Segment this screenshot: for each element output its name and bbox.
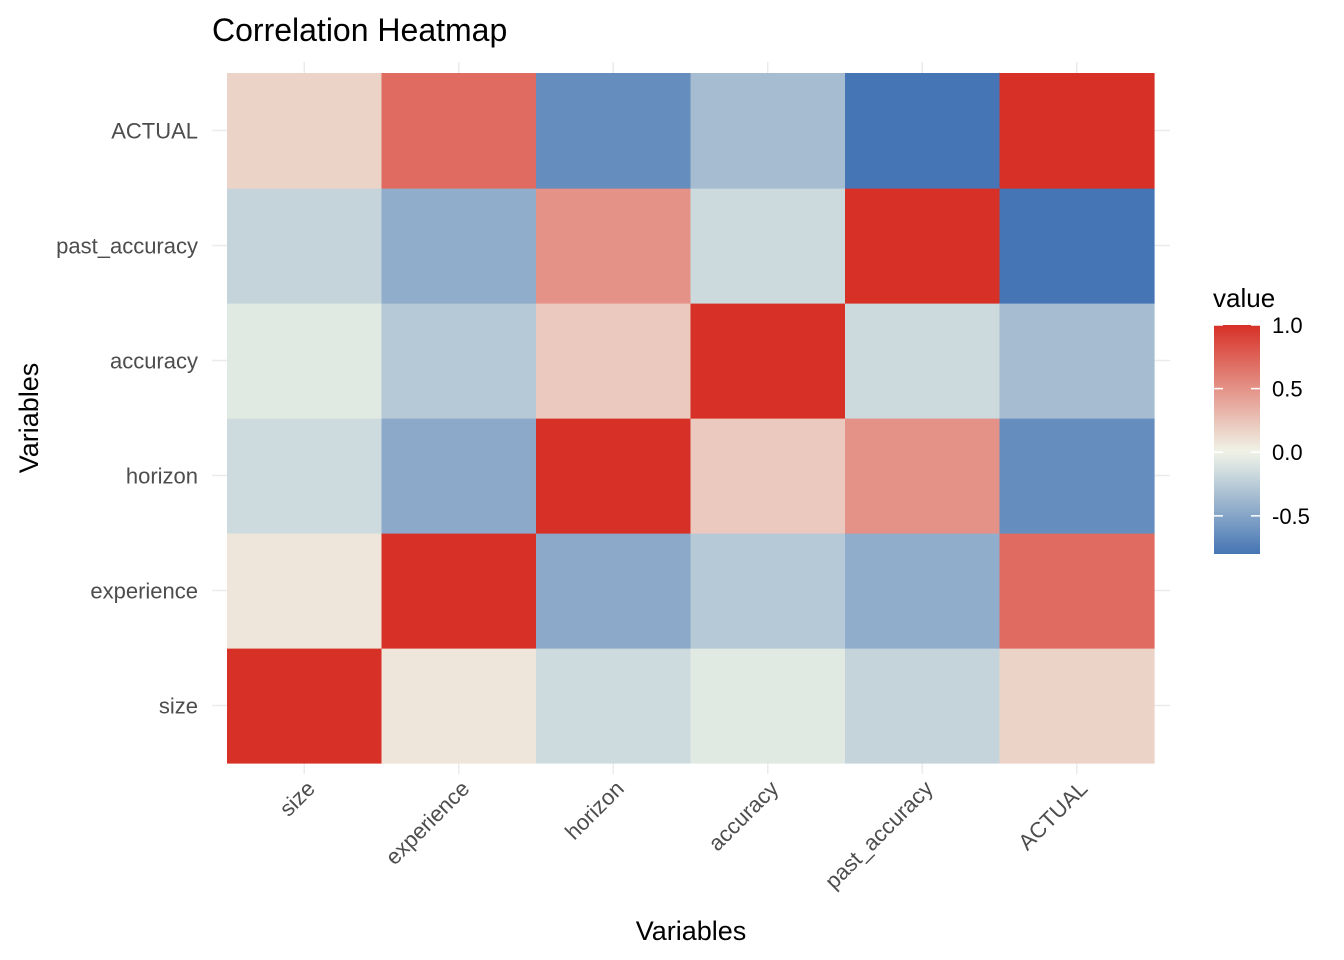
x-tick-label-accuracy: accuracy: [703, 776, 783, 856]
heatmap-cell-horizon-experience: [536, 533, 692, 649]
x-tick-label-ACTUAL: ACTUAL: [1013, 776, 1092, 855]
y-tick-label-accuracy: accuracy: [110, 349, 198, 374]
x-tick-label-experience: experience: [380, 776, 474, 870]
heatmap-cell-past_accuracy-horizon: [845, 418, 1001, 534]
x-axis-tick-labels: size experience horizon accuracy past_accura…: [274, 776, 1092, 894]
legend-tick-label: 0.0: [1272, 440, 1303, 465]
legend-tick-label: 1.0: [1272, 313, 1303, 338]
heatmap-cell-size-size: [227, 648, 383, 764]
x-tick-label-horizon: horizon: [560, 776, 629, 845]
y-tick-label-ACTUAL: ACTUAL: [111, 119, 198, 144]
chart-title: Correlation Heatmap: [212, 12, 507, 48]
heatmap-cell-size-ACTUAL: [227, 73, 383, 189]
heatmap-cell-past_accuracy-size: [845, 648, 1001, 764]
heatmap-cell-experience-experience: [381, 533, 537, 649]
heatmap-cell-experience-size: [381, 648, 537, 764]
x-tick-label-past_accuracy: past_accuracy: [820, 776, 938, 894]
heatmap-cell-ACTUAL-ACTUAL: [999, 73, 1155, 189]
legend-ticks: 1.0 0.5 0.0 -0.5: [1214, 313, 1310, 529]
heatmap-cell-past_accuracy-past_accuracy: [845, 188, 1001, 304]
heatmap-cell-horizon-accuracy: [536, 303, 692, 419]
heatmap-cell-experience-past_accuracy: [381, 188, 537, 304]
legend-title: value: [1213, 283, 1275, 313]
heatmap-cell-ACTUAL-horizon: [999, 418, 1155, 534]
heatmap-cell-past_accuracy-ACTUAL: [845, 73, 1001, 189]
y-axis-title: Variables: [14, 363, 44, 474]
heatmap-cell-horizon-horizon: [536, 418, 692, 534]
y-tick-label-horizon: horizon: [126, 464, 198, 489]
y-axis-tick-labels: size experience horizon accuracy past_accura…: [56, 119, 198, 719]
heatmap-cell-size-horizon: [227, 418, 383, 534]
heatmap-cell-accuracy-horizon: [690, 418, 846, 534]
legend-color-bar: [1214, 325, 1260, 554]
heatmap-cell-experience-ACTUAL: [381, 73, 537, 189]
heatmap-cell-size-past_accuracy: [227, 188, 383, 304]
legend-tick-label: 0.5: [1272, 377, 1303, 402]
x-tick-label-size: size: [274, 776, 319, 821]
heatmap-cell-horizon-size: [536, 648, 692, 764]
y-tick-label-size: size: [159, 694, 198, 719]
heatmap-cell-experience-horizon: [381, 418, 537, 534]
heatmap-cell-accuracy-past_accuracy: [690, 188, 846, 304]
heatmap-cell-past_accuracy-accuracy: [845, 303, 1001, 419]
heatmap-cell-accuracy-accuracy: [690, 303, 846, 419]
color-legend: value 1.0 0.5 0.0 -0.5: [1213, 283, 1310, 554]
heatmap-cell-accuracy-size: [690, 648, 846, 764]
heatmap-cell-accuracy-experience: [690, 533, 846, 649]
heatmap-cell-ACTUAL-accuracy: [999, 303, 1155, 419]
heatmap-cell-horizon-ACTUAL: [536, 73, 692, 189]
heatmap-cell-size-accuracy: [227, 303, 383, 419]
heatmap-cell-horizon-past_accuracy: [536, 188, 692, 304]
heatmap-cell-accuracy-ACTUAL: [690, 73, 846, 189]
y-tick-label-past_accuracy: past_accuracy: [56, 234, 198, 259]
heatmap-cell-size-experience: [227, 533, 383, 649]
heatmap-cells: [227, 73, 1155, 764]
heatmap-cell-experience-accuracy: [381, 303, 537, 419]
heatmap-cell-past_accuracy-experience: [845, 533, 1001, 649]
heatmap-cell-ACTUAL-experience: [999, 533, 1155, 649]
y-tick-label-experience: experience: [90, 579, 198, 604]
heatmap-cell-ACTUAL-past_accuracy: [999, 188, 1155, 304]
heatmap-cell-ACTUAL-size: [999, 648, 1155, 764]
legend-tick-label: -0.5: [1272, 504, 1310, 529]
x-axis-title: Variables: [636, 916, 747, 946]
